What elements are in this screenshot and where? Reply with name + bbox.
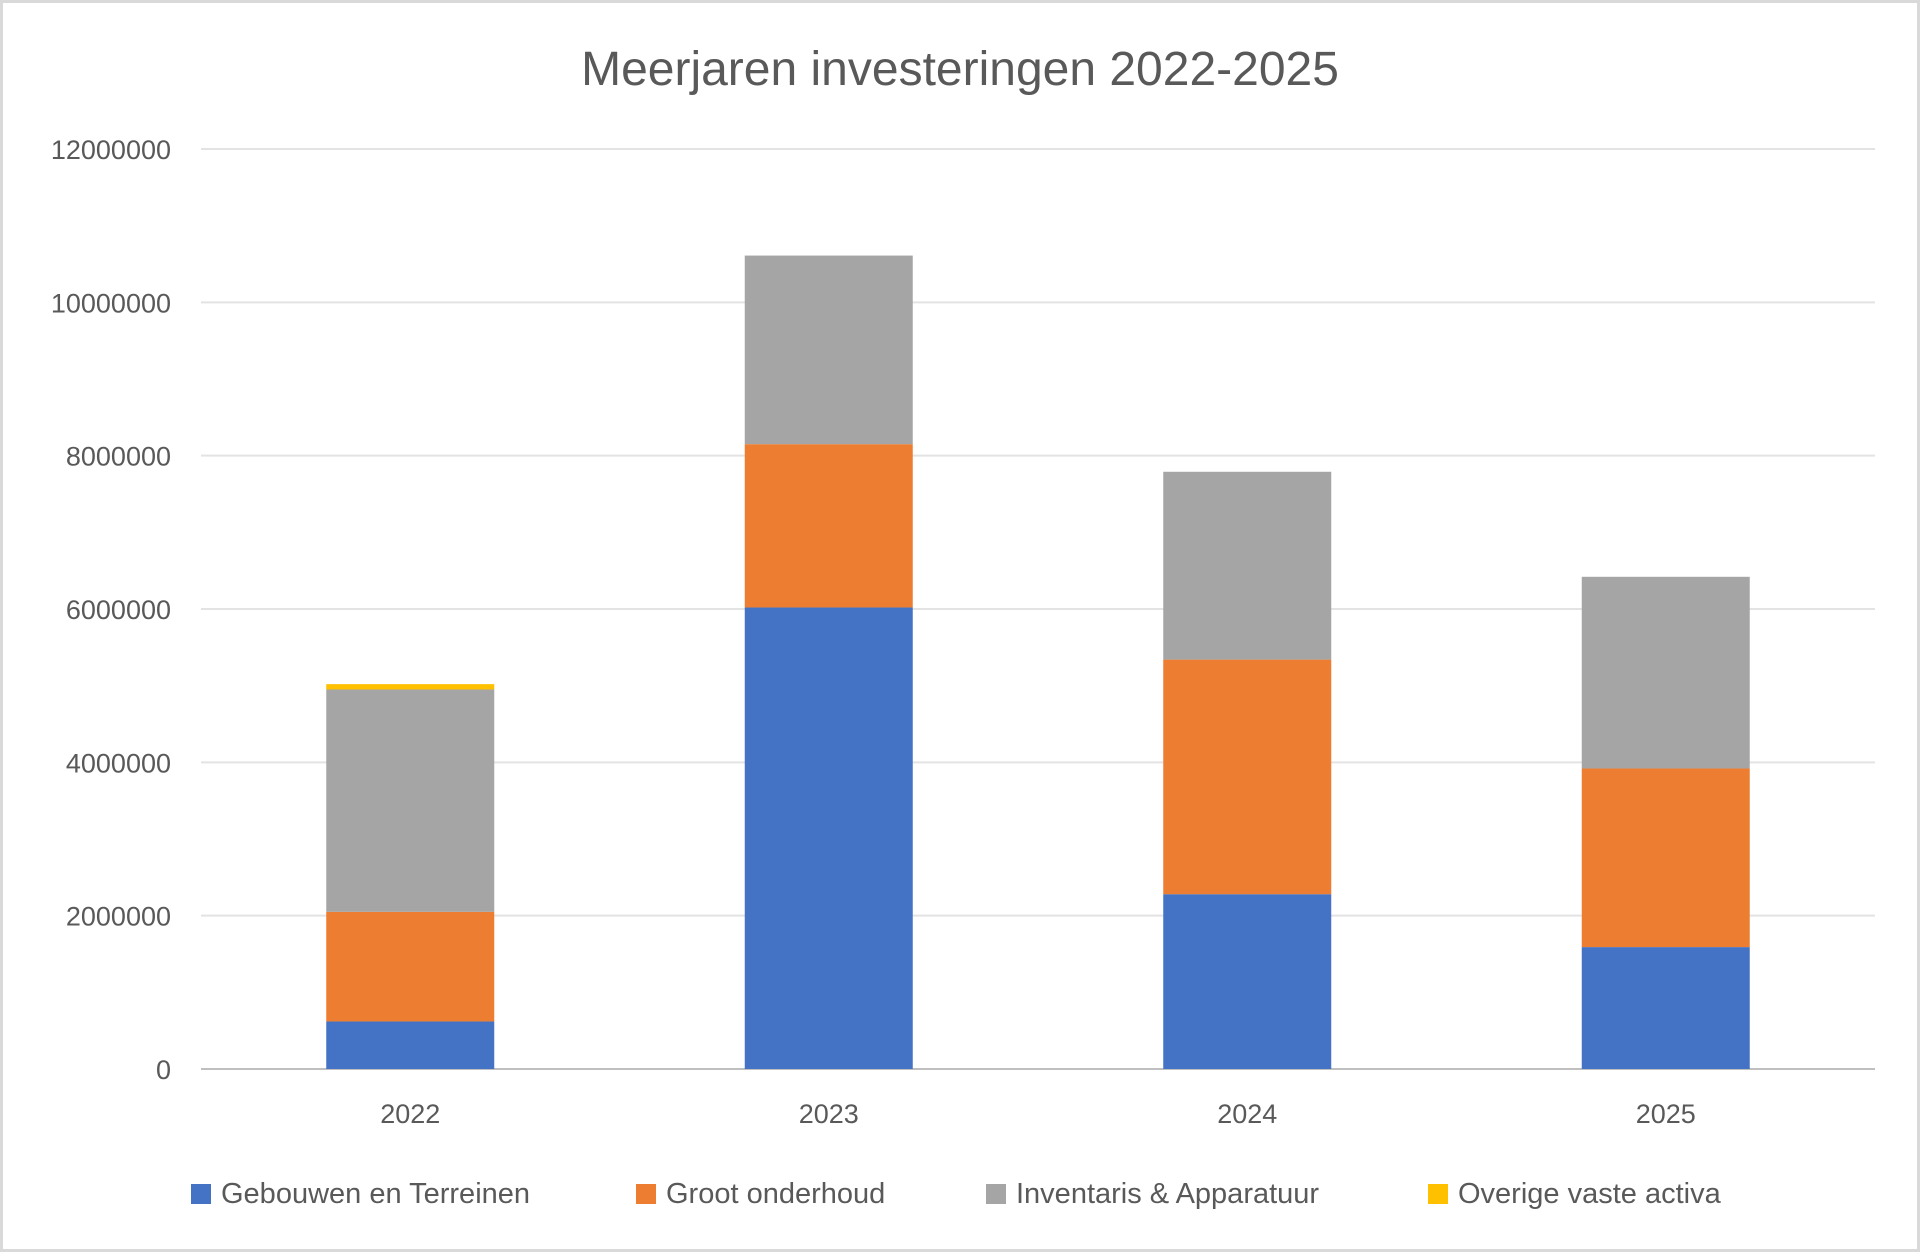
y-tick-label: 2000000 <box>66 902 171 932</box>
legend: Gebouwen en Terreinen Groot onderhoud Inve… <box>191 1178 1722 1210</box>
chart: Meerjaren investeringen 2022-2025 0 20000… <box>51 43 1875 1210</box>
x-tick-label: 2024 <box>1217 1099 1277 1129</box>
legend-swatch <box>191 1184 211 1204</box>
bars <box>326 255 1750 1069</box>
legend-label: Inventaris & Apparatuur <box>1016 1178 1319 1210</box>
legend-swatch <box>1428 1184 1448 1204</box>
bar-2024-groot-onderhoud <box>1163 659 1332 895</box>
y-tick-label: 8000000 <box>66 442 171 472</box>
bar-2022-overige-vaste-activa <box>326 684 495 690</box>
bar-2022-groot-onderhoud <box>326 911 495 1022</box>
bar-2024-gebouwen-en-terreinen <box>1163 894 1332 1069</box>
legend-label: Gebouwen en Terreinen <box>221 1178 530 1210</box>
legend-label: Groot onderhoud <box>666 1178 885 1210</box>
y-tick-label: 12000000 <box>51 135 171 165</box>
chart-title: Meerjaren investeringen 2022-2025 <box>581 43 1339 96</box>
bar-2022-gebouwen-en-terreinen <box>326 1021 495 1069</box>
legend-swatch <box>986 1184 1006 1204</box>
legend-label: Overige vaste activa <box>1458 1178 1722 1210</box>
bar-2023-groot-onderhoud <box>744 444 913 608</box>
bar-2025-gebouwen-en-terreinen <box>1581 947 1750 1069</box>
y-tick-label: 4000000 <box>66 748 171 778</box>
bar-2023-inventaris-apparatuur <box>744 255 913 445</box>
bar-2024-inventaris-apparatuur <box>1163 471 1332 660</box>
y-tick-label: 10000000 <box>51 288 171 318</box>
bar-2025-inventaris-apparatuur <box>1581 576 1750 769</box>
x-tick-label: 2022 <box>380 1099 440 1129</box>
y-axis-tick-labels: 0 2000000 4000000 6000000 8000000 10000000 120… <box>51 135 171 1085</box>
x-axis-tick-labels: 2022 2023 2024 2025 <box>380 1099 1696 1129</box>
y-tick-label: 0 <box>156 1055 171 1085</box>
x-tick-label: 2023 <box>799 1099 859 1129</box>
bar-2022-inventaris-apparatuur <box>326 689 495 912</box>
bar-2023-gebouwen-en-terreinen <box>744 607 913 1069</box>
bar-2025-groot-onderhoud <box>1581 768 1750 948</box>
y-tick-label: 6000000 <box>66 595 171 625</box>
legend-swatch <box>636 1184 656 1204</box>
x-tick-label: 2025 <box>1636 1099 1696 1129</box>
